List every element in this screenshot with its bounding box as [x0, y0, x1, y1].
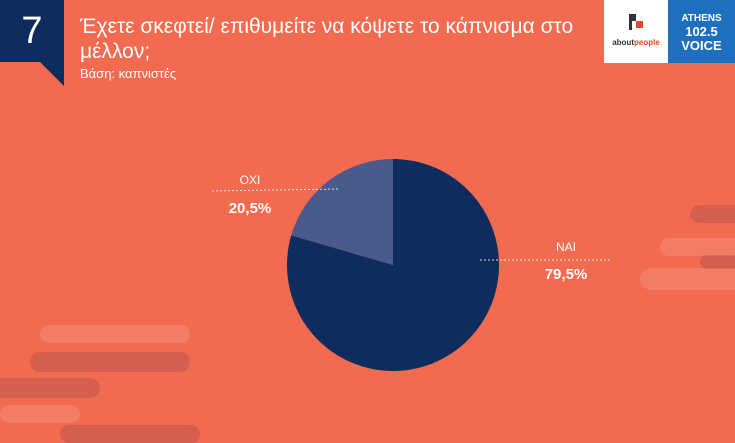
decor-bar — [30, 352, 190, 372]
question-number-badge: 7 — [0, 0, 64, 62]
slice-value-oxi: 20,5% — [229, 200, 272, 217]
pie-slice-oxi — [291, 159, 393, 265]
decor-bar — [40, 325, 190, 343]
athens-voice-logo: ATHENS 102.5 VOICE — [668, 0, 735, 63]
aboutpeople-word-about: about — [612, 38, 634, 47]
aboutpeople-mark-icon — [629, 14, 643, 30]
aboutpeople-word-people: people — [634, 38, 660, 47]
decor-bar — [60, 425, 200, 443]
chart-subtitle: Βάση: καπνιστές — [80, 66, 177, 81]
leader-line-oxi — [211, 188, 339, 192]
decor-bar — [0, 378, 100, 398]
aboutpeople-logo: aboutpeople — [604, 0, 668, 63]
athens-logo-line3: VOICE — [681, 38, 722, 53]
slice-label-nai: ΝΑΙ — [556, 240, 576, 254]
decor-bar — [640, 268, 735, 290]
decor-bar — [690, 205, 735, 223]
slice-value-nai: 79,5% — [545, 266, 588, 283]
decor-bar — [660, 238, 735, 256]
athens-logo-line1: ATHENS — [681, 13, 722, 24]
chart-title: Έχετε σκεφτεί/ επιθυμείτε να κόψετε το κ… — [80, 15, 574, 63]
aboutpeople-wordmark: aboutpeople — [604, 38, 668, 47]
badge-tail — [40, 62, 64, 86]
athens-logo-line2: 102.5 — [685, 24, 718, 39]
pie-slice-nai — [287, 159, 500, 372]
decor-bar — [0, 405, 80, 423]
slice-label-oxi: ΟΧΙ — [240, 173, 261, 187]
decor-bar — [700, 255, 735, 269]
